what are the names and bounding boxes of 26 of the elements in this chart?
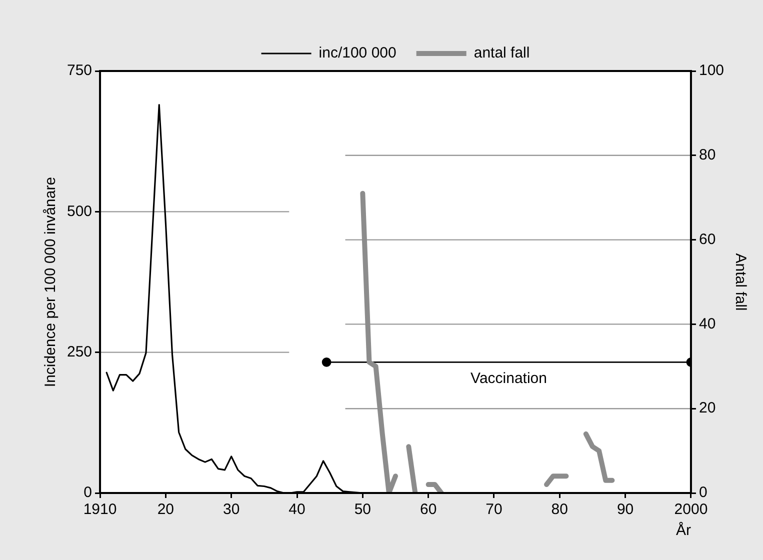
series-label: Vaccination bbox=[470, 370, 547, 387]
x-tick-label: 40 bbox=[288, 501, 306, 518]
x-tick-label: 50 bbox=[354, 501, 372, 518]
legend-label: antal fall bbox=[474, 44, 530, 62]
x-tick-label: 60 bbox=[420, 501, 437, 518]
x-tick-label: 1910 bbox=[83, 501, 117, 518]
x-tick-label: 2000 bbox=[674, 501, 708, 518]
x-tick-label: 90 bbox=[616, 501, 634, 518]
x-axis-title: År bbox=[676, 521, 691, 540]
y2-tick-label: 100 bbox=[698, 62, 724, 80]
legend-label: inc/100 000 bbox=[318, 44, 396, 62]
x-tick-label: 20 bbox=[157, 501, 174, 518]
y2-tick-label: 60 bbox=[698, 230, 716, 248]
x-tick-label: 80 bbox=[551, 501, 568, 518]
y2-tick-label: 20 bbox=[698, 400, 716, 417]
y-tick-label: 500 bbox=[66, 202, 92, 220]
y-tick-label: 250 bbox=[66, 343, 92, 360]
y2-tick-label: 80 bbox=[698, 146, 716, 164]
y-tick-label: 750 bbox=[66, 62, 92, 80]
y2-tick-label: 0 bbox=[698, 484, 708, 502]
y-axis-title: Incidence per 100 000 invånare bbox=[42, 176, 60, 388]
x-tick-label: 70 bbox=[486, 501, 502, 518]
x-tick-label: 30 bbox=[223, 501, 240, 518]
y2-tick-label: 40 bbox=[698, 315, 716, 332]
y2-axis-title: Antal fall bbox=[732, 253, 749, 311]
y-tick-label: 0 bbox=[84, 484, 92, 502]
